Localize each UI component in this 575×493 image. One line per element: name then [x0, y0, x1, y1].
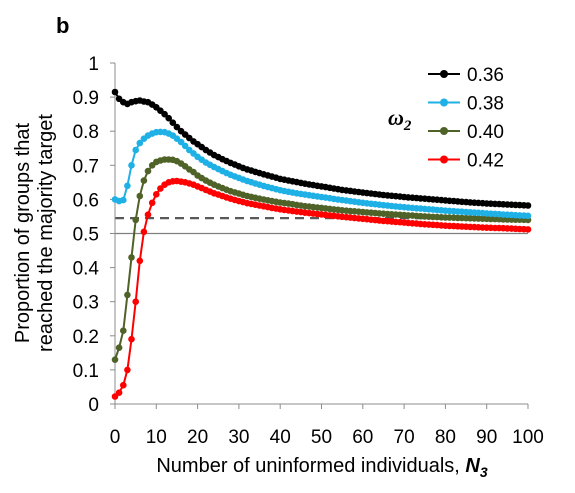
- x-tick-label: 80: [435, 427, 456, 448]
- data-point: [132, 146, 139, 154]
- data-point: [124, 291, 131, 299]
- data-point: [120, 381, 127, 389]
- legend-item-0.38: 0.38: [428, 94, 504, 115]
- data-point: [111, 88, 119, 96]
- data-point: [153, 191, 160, 198]
- legend-label: 0.38: [467, 94, 504, 115]
- data-point: [120, 196, 127, 204]
- data-point: [120, 327, 127, 335]
- data-point: [148, 199, 156, 207]
- series-0.36: [111, 88, 532, 209]
- data-point: [128, 335, 135, 343]
- legend-label: 0.40: [467, 122, 504, 143]
- data-point: [140, 177, 148, 184]
- data-point: [165, 114, 172, 122]
- legend: 0.36 0.38 0.40 0.42: [428, 65, 504, 172]
- x-tick-label: 60: [352, 427, 373, 448]
- data-point: [124, 366, 131, 374]
- y-tick-label: 0.1: [73, 361, 99, 382]
- x-tick-label: 50: [311, 427, 332, 448]
- data-point: [128, 162, 135, 169]
- data-point: [140, 228, 148, 236]
- legend-label: 0.42: [467, 151, 504, 172]
- series-0.42: [111, 177, 532, 400]
- data-point: [128, 254, 135, 261]
- y-tick-label: 0.5: [73, 225, 99, 246]
- y-tick-label: 0.7: [73, 156, 99, 177]
- y-tick-label: 0.3: [73, 293, 99, 314]
- data-point: [132, 216, 139, 224]
- data-point: [157, 185, 164, 192]
- y-tick-label: 1: [88, 54, 99, 75]
- data-point: [111, 356, 119, 364]
- data-point: [115, 389, 123, 397]
- data-point: [136, 192, 144, 200]
- x-tick-label: 100: [512, 427, 544, 448]
- data-point: [124, 182, 131, 190]
- series-layer: [111, 88, 532, 400]
- y-tick-label: 0.2: [73, 327, 99, 348]
- y-tick-label: 0.8: [73, 122, 99, 143]
- data-point: [524, 202, 532, 209]
- data-point: [144, 211, 152, 218]
- reference-lines: [115, 217, 528, 235]
- data-point: [524, 226, 532, 233]
- x-tick-label: 10: [146, 427, 167, 448]
- y-tick-label: 0: [88, 395, 99, 416]
- x-tick-label: 90: [476, 427, 497, 448]
- data-point: [181, 142, 189, 150]
- y-tick-label: 0.4: [73, 259, 100, 280]
- legend-item-0.40: 0.40: [428, 122, 504, 143]
- x-tick-label: 30: [228, 427, 249, 448]
- x-tick-labels: 0 10 20 30 40 50 60 70 80 90 100: [110, 404, 544, 448]
- panel-label: b: [56, 13, 69, 38]
- data-point: [136, 139, 144, 147]
- legend-item-0.36: 0.36: [428, 65, 504, 86]
- data-point: [524, 212, 532, 220]
- legend-marker: [440, 70, 448, 78]
- legend-item-0.42: 0.42: [428, 151, 504, 172]
- y-tick-label: 0.9: [73, 88, 99, 109]
- data-point: [144, 167, 152, 175]
- data-point: [173, 123, 181, 131]
- data-point: [115, 344, 123, 352]
- x-axis-title: Number of uninformed individuals, N3: [156, 455, 488, 480]
- series-0.40: [111, 156, 532, 364]
- legend-marker: [440, 127, 448, 135]
- y-axis-title-line1: Proportion of groups that: [12, 122, 34, 343]
- x-tick-label: 20: [187, 427, 208, 448]
- data-point: [136, 257, 144, 265]
- data-point: [169, 119, 177, 126]
- data-point: [132, 298, 139, 306]
- y-axis-title-line2: reached the majority target: [35, 114, 57, 352]
- legend-title: ω2: [388, 105, 412, 134]
- legend-label: 0.36: [467, 65, 504, 86]
- y-tick-labels: 0 0.1 0.2 0.3 0.4 0.5 0.6 0.7 0.8 0.9 1: [73, 54, 115, 416]
- x-tick-label: 40: [270, 427, 291, 448]
- x-tick-label: 0: [110, 427, 121, 448]
- series-0.38: [111, 128, 532, 220]
- legend-marker: [440, 155, 448, 164]
- legend-marker: [440, 98, 448, 107]
- y-tick-label: 0.6: [73, 190, 99, 211]
- data-point: [161, 110, 168, 118]
- x-tick-label: 70: [394, 427, 415, 448]
- y-axis-title: Proportion of groups that reached the ma…: [12, 114, 57, 352]
